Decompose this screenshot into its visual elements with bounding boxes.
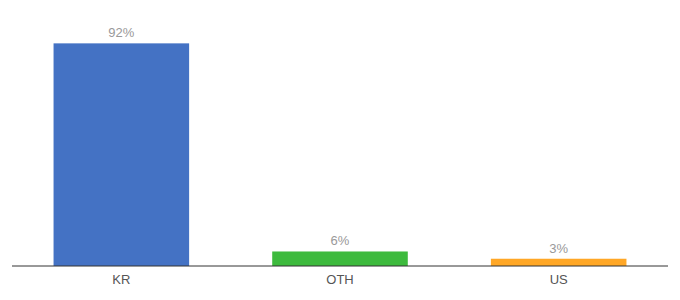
bar (491, 259, 627, 266)
bar (54, 43, 190, 266)
x-tick-label: OTH (326, 272, 353, 287)
data-labels: 92% 6% 3% (108, 25, 568, 255)
x-tick-label: KR (112, 272, 130, 287)
x-axis (12, 266, 668, 267)
data-label: 3% (549, 241, 568, 256)
x-tick-label: US (550, 272, 568, 287)
data-label: 6% (331, 233, 350, 248)
bar (272, 251, 408, 266)
chart: KR OTH US 92% 6% 3% (0, 0, 680, 300)
x-tick-labels: KR OTH US (112, 272, 568, 287)
data-label: 92% (108, 25, 134, 40)
chart-container: KR OTH US 92% 6% 3% (0, 0, 680, 300)
bars (54, 43, 627, 266)
